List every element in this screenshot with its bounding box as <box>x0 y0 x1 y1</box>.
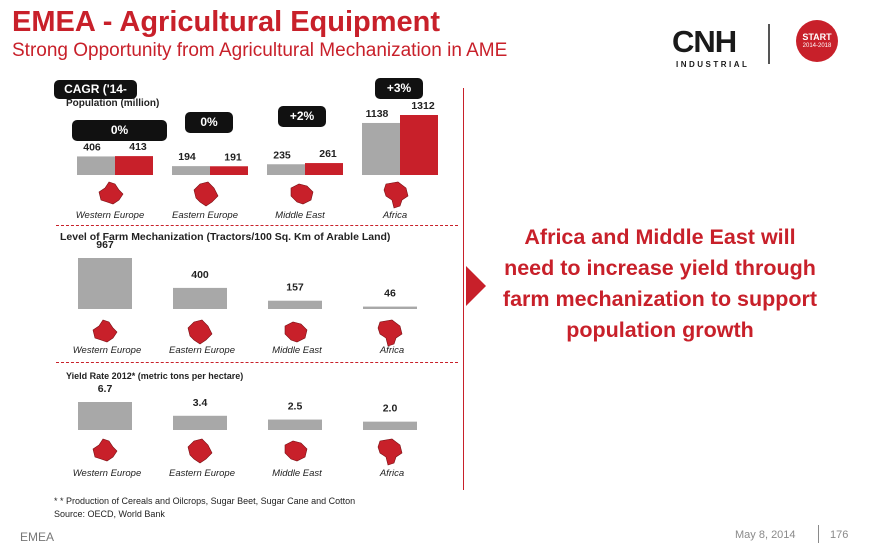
footer-separator <box>818 525 819 543</box>
category-label-chart0-eastern-europe: Eastern Europe <box>172 210 238 221</box>
data-label-population-western-europe-0: 406 <box>83 141 101 153</box>
category-label-chart2-africa: Africa <box>379 468 404 479</box>
page-number: 176 <box>830 529 849 541</box>
badge-word: START <box>802 32 832 42</box>
bar-chart2-middle-east <box>268 419 322 430</box>
africa-map-icon <box>377 438 403 466</box>
cagr-africa: +3% <box>375 78 423 99</box>
data-label-population-middle-east-0: 235 <box>273 149 291 161</box>
bar-chart1-eastern-europe <box>173 287 227 309</box>
data-label-chart2-africa: 2.0 <box>383 403 398 415</box>
data-label-population-africa-1: 1312 <box>411 100 435 112</box>
data-label-chart1-eastern-europe: 400 <box>191 269 209 281</box>
eastern-europe-map-icon <box>193 181 219 207</box>
data-label-population-africa-0: 1138 <box>366 108 389 120</box>
cnh-industrial-logo: CNH INDUSTRIAL <box>672 24 780 70</box>
page-subtitle: Strong Opportunity from Agricultural Mec… <box>12 40 508 61</box>
mechanization-chart-title: Level of Farm Mechanization (Tractors/10… <box>60 231 391 243</box>
category-label-chart2-western-europe: Western Europe <box>73 468 141 479</box>
arrow-right-icon <box>466 266 486 306</box>
bar-chart2-western-europe <box>78 402 132 430</box>
footer-date: May 8, 2014 <box>735 529 796 541</box>
category-label-chart1-western-europe: Western Europe <box>73 345 141 356</box>
data-label-population-middle-east-1: 261 <box>319 148 337 160</box>
bar-population-africa-0 <box>362 122 400 175</box>
footnote: * * Production of Cereals and Oilcrops, … <box>54 496 356 506</box>
bar-population-middle-east-0 <box>267 164 305 175</box>
western-europe-map-icon <box>92 438 118 462</box>
bar-population-africa-1 <box>400 115 438 175</box>
eastern-europe-map-icon <box>187 319 213 345</box>
category-label-chart2-eastern-europe: Eastern Europe <box>169 468 235 479</box>
bar-population-eastern-europe-1 <box>210 166 248 175</box>
cagr-label: CAGR ('14-'20) <box>54 80 137 115</box>
data-label-chart2-middle-east: 2.5 <box>288 401 303 413</box>
logo-text: CNH <box>672 24 737 59</box>
data-label-chart1-africa: 46 <box>384 288 396 300</box>
category-label-chart1-africa: Africa <box>379 345 404 356</box>
category-label-chart0-western-europe: Western Europe <box>76 210 144 221</box>
data-label-chart2-western-europe: 6.7 <box>98 383 113 395</box>
africa-map-icon <box>383 181 409 209</box>
data-label-population-eastern-europe-1: 191 <box>224 151 242 163</box>
middle-east-map-icon <box>284 321 308 343</box>
data-label-chart1-western-europe: 967 <box>96 239 114 251</box>
section-divider-1 <box>56 225 458 226</box>
bar-chart1-africa <box>363 306 417 309</box>
middle-east-map-icon <box>284 440 308 462</box>
data-label-population-western-europe-1: 413 <box>129 141 147 153</box>
western-europe-map-icon <box>92 319 118 343</box>
western-europe-map-icon <box>98 181 124 205</box>
bar-chart2-africa <box>363 421 417 430</box>
data-label-chart1-middle-east: 157 <box>286 282 304 294</box>
category-label-chart1-middle-east: Middle East <box>272 345 322 356</box>
source-note: Source: OECD, World Bank <box>54 509 165 519</box>
middle-east-map-icon <box>290 183 314 205</box>
category-label-chart1-eastern-europe: Eastern Europe <box>169 345 235 356</box>
category-label-chart0-africa: Africa <box>382 210 407 221</box>
bar-population-eastern-europe-0 <box>172 166 210 175</box>
key-message: Africa and Middle East will need to incr… <box>502 225 818 342</box>
start-badge: START 2014-2018 <box>796 20 838 62</box>
page-title: EMEA - Agricultural Equipment <box>12 6 441 38</box>
bar-chart1-middle-east <box>268 300 322 309</box>
badge-years: 2014-2018 <box>802 43 832 49</box>
bar-chart1-western-europe <box>78 258 132 309</box>
cagr-eastern-europe: 0% <box>185 112 233 133</box>
bar-population-western-europe-1 <box>115 156 153 175</box>
vertical-divider <box>463 88 464 490</box>
footer-section: EMEA <box>20 530 55 544</box>
logo-subtext: INDUSTRIAL <box>676 60 750 69</box>
logo-divider <box>768 24 770 64</box>
category-label-chart0-middle-east: Middle East <box>275 210 325 221</box>
population-chart-title: Population (million) <box>66 98 160 109</box>
cagr-middle-east: +2% <box>278 106 326 127</box>
category-label-chart2-middle-east: Middle East <box>272 468 322 479</box>
africa-map-icon <box>377 319 403 347</box>
bar-population-middle-east-1 <box>305 163 343 175</box>
section-divider-2 <box>56 362 458 363</box>
eastern-europe-map-icon <box>187 438 213 464</box>
bar-population-western-europe-0 <box>77 156 115 175</box>
bar-chart2-eastern-europe <box>173 415 227 430</box>
data-label-chart2-eastern-europe: 3.4 <box>193 397 208 409</box>
data-label-population-eastern-europe-0: 194 <box>178 151 196 163</box>
yield-chart-title: Yield Rate 2012* (metric tons per hectar… <box>66 371 244 381</box>
cagr-western-europe: 0% <box>72 120 167 141</box>
